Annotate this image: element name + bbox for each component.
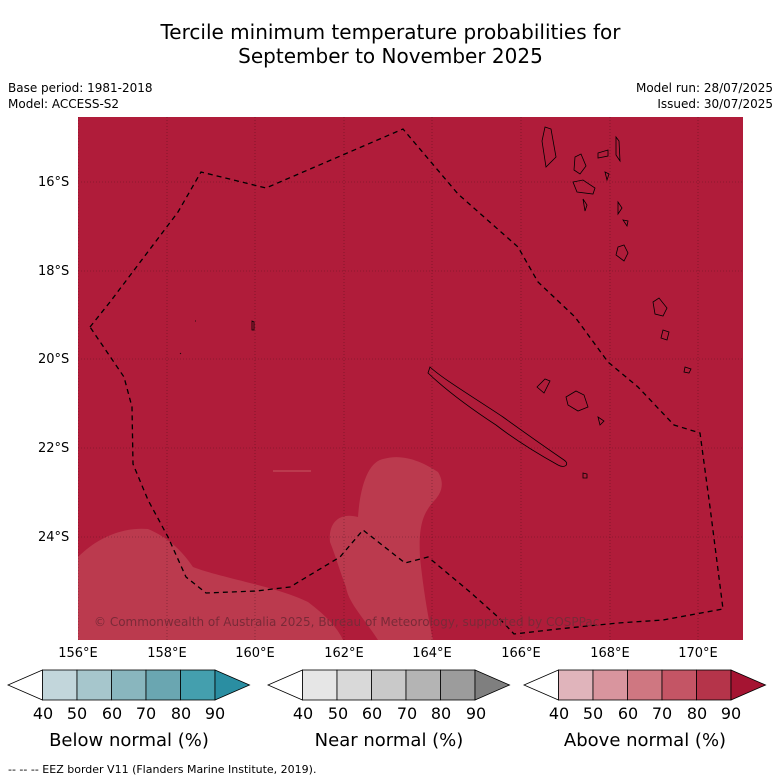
lon-label-164e: 164°E bbox=[412, 646, 452, 661]
colorbar-below-segment-2 bbox=[76, 669, 112, 701]
colorbar-near-segment-2 bbox=[336, 669, 372, 701]
cb-near-title: Near normal (%) bbox=[314, 730, 464, 751]
vanuatu-south-coast bbox=[652, 297, 692, 374]
chart-title-line2: September to November 2025 bbox=[238, 44, 543, 68]
colorbar-above-min-triangle bbox=[522, 669, 559, 701]
eez-legend-footer: -- -- -- EEZ border V11 (Flanders Marine… bbox=[8, 763, 317, 776]
vanuatu-north-coast bbox=[541, 126, 621, 182]
cb-below-tick-70: 70 bbox=[135, 704, 157, 723]
cb-above-tick-90: 90 bbox=[720, 704, 742, 723]
grid-lines bbox=[78, 117, 743, 640]
colorbar-above-segment-4 bbox=[661, 669, 697, 701]
lighter-streak bbox=[273, 470, 311, 472]
cb-above-tick-60: 60 bbox=[617, 704, 639, 723]
cb-below-tick-80: 80 bbox=[170, 704, 192, 723]
cb-below-tick-90: 90 bbox=[204, 704, 226, 723]
cb-above-tick-40: 40 bbox=[548, 704, 570, 723]
loyalty-islands-coast bbox=[536, 378, 605, 426]
meta-left: Base period: 1981-2018 Model: ACCESS-S2 bbox=[8, 80, 153, 112]
cb-below-tick-60: 60 bbox=[101, 704, 123, 723]
lat-label-22s: 22°S bbox=[38, 441, 70, 456]
vanuatu-central-coast bbox=[572, 179, 629, 262]
colorbar-near-segment-1 bbox=[302, 669, 338, 701]
colorbar-near bbox=[266, 669, 511, 701]
lon-label-156e: 156°E bbox=[58, 646, 98, 661]
colorbar-near-segment-3 bbox=[371, 669, 407, 701]
colorbar-below-segment-5 bbox=[180, 669, 216, 701]
cb-near-tick-60: 60 bbox=[361, 704, 383, 723]
lighter-region-southwest bbox=[78, 528, 343, 640]
colorbar-above-segment-1 bbox=[558, 669, 594, 701]
cb-above-tick-80: 80 bbox=[686, 704, 708, 723]
colorbar-above-segment-2 bbox=[592, 669, 628, 701]
colorbar-near-max-triangle bbox=[474, 669, 511, 701]
cb-below-title: Below normal (%) bbox=[49, 730, 209, 751]
lat-label-24s: 24°S bbox=[38, 530, 70, 545]
colorbar-below-segment-3 bbox=[111, 669, 147, 701]
colorbar-below-min-triangle bbox=[6, 669, 43, 701]
colorbar-below-segment-4 bbox=[145, 669, 181, 701]
meta-right: Model run: 28/07/2025 Issued: 30/07/2025 bbox=[636, 80, 773, 112]
lat-label-18s: 18°S bbox=[38, 264, 70, 279]
colorbars bbox=[6, 669, 767, 701]
cb-near-tick-90: 90 bbox=[465, 704, 487, 723]
colorbar-below-max-triangle bbox=[214, 669, 251, 701]
lon-label-160e: 160°E bbox=[235, 646, 275, 661]
cb-near-tick-50: 50 bbox=[327, 704, 349, 723]
chart-title-line1: Tercile minimum temperature probabilitie… bbox=[160, 20, 621, 44]
cb-above-title: Above normal (%) bbox=[563, 730, 727, 751]
lon-label-162e: 162°E bbox=[324, 646, 364, 661]
cb-near-tick-70: 70 bbox=[396, 704, 418, 723]
colorbar-above-max-triangle bbox=[730, 669, 767, 701]
colorbar-below bbox=[6, 669, 251, 701]
issued-date: Issued: 30/07/2025 bbox=[657, 97, 773, 111]
isle-of-pines-coast bbox=[582, 472, 588, 479]
colorbar-above bbox=[522, 669, 767, 701]
small-islands-coast bbox=[179, 320, 255, 355]
lon-label-168e: 168°E bbox=[590, 646, 630, 661]
coastlines bbox=[179, 126, 692, 479]
cb-below-tick-40: 40 bbox=[32, 704, 54, 723]
cb-above-tick-70: 70 bbox=[651, 704, 673, 723]
map-panel: © Commonwealth of Australia 2025, Bureau… bbox=[78, 117, 743, 640]
cb-above-tick-50: 50 bbox=[582, 704, 604, 723]
cb-below-tick-50: 50 bbox=[66, 704, 88, 723]
eez-border bbox=[89, 128, 724, 635]
base-period: Base period: 1981-2018 bbox=[8, 81, 153, 95]
colorbar-near-min-triangle bbox=[266, 669, 303, 701]
colorbar-near-segment-5 bbox=[440, 669, 476, 701]
lat-label-20s: 20°S bbox=[38, 352, 70, 367]
cb-near-tick-80: 80 bbox=[430, 704, 452, 723]
lon-label-166e: 166°E bbox=[501, 646, 541, 661]
colorbar-above-segment-3 bbox=[627, 669, 663, 701]
lon-label-170e: 170°E bbox=[678, 646, 718, 661]
model-name: Model: ACCESS-S2 bbox=[8, 97, 120, 111]
new-caledonia-coast bbox=[427, 366, 567, 467]
colorbar-near-segment-4 bbox=[405, 669, 441, 701]
lon-label-158e: 158°E bbox=[147, 646, 187, 661]
model-run: Model run: 28/07/2025 bbox=[635, 81, 773, 95]
colorbar-below-segment-1 bbox=[42, 669, 78, 701]
lat-label-16s: 16°S bbox=[38, 175, 70, 190]
copyright-text: © Commonwealth of Australia 2025, Bureau… bbox=[94, 615, 599, 629]
cb-near-tick-40: 40 bbox=[292, 704, 314, 723]
colorbar-above-segment-5 bbox=[696, 669, 732, 701]
